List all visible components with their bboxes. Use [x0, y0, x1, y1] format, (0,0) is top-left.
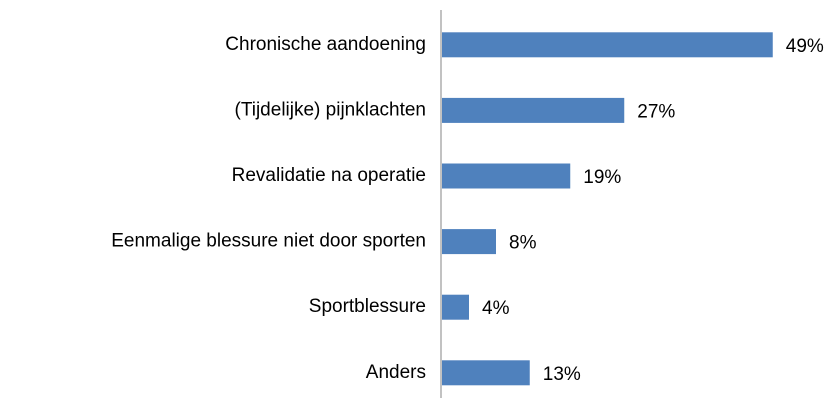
category-label: Eenmalige blessure niet door sporten: [111, 231, 426, 252]
value-label: 19%: [583, 167, 621, 188]
category-label: Sportblessure: [309, 296, 426, 317]
value-label: 49%: [786, 36, 824, 57]
value-label: 4%: [482, 298, 510, 319]
category-label: Chronische aandoening: [225, 34, 426, 55]
bar: [442, 97, 625, 123]
category-label: Revalidatie na operatie: [232, 165, 426, 186]
bar: [442, 229, 496, 255]
value-label: 8%: [509, 233, 537, 254]
category-label: (Tijdelijke) pijnklachten: [235, 99, 426, 120]
bar: [442, 360, 530, 386]
bar: [442, 163, 571, 189]
category-label: Anders: [366, 362, 426, 383]
value-label: 27%: [637, 101, 675, 122]
bar: [442, 32, 773, 58]
bar: [442, 294, 469, 320]
value-label: 13%: [543, 364, 581, 385]
